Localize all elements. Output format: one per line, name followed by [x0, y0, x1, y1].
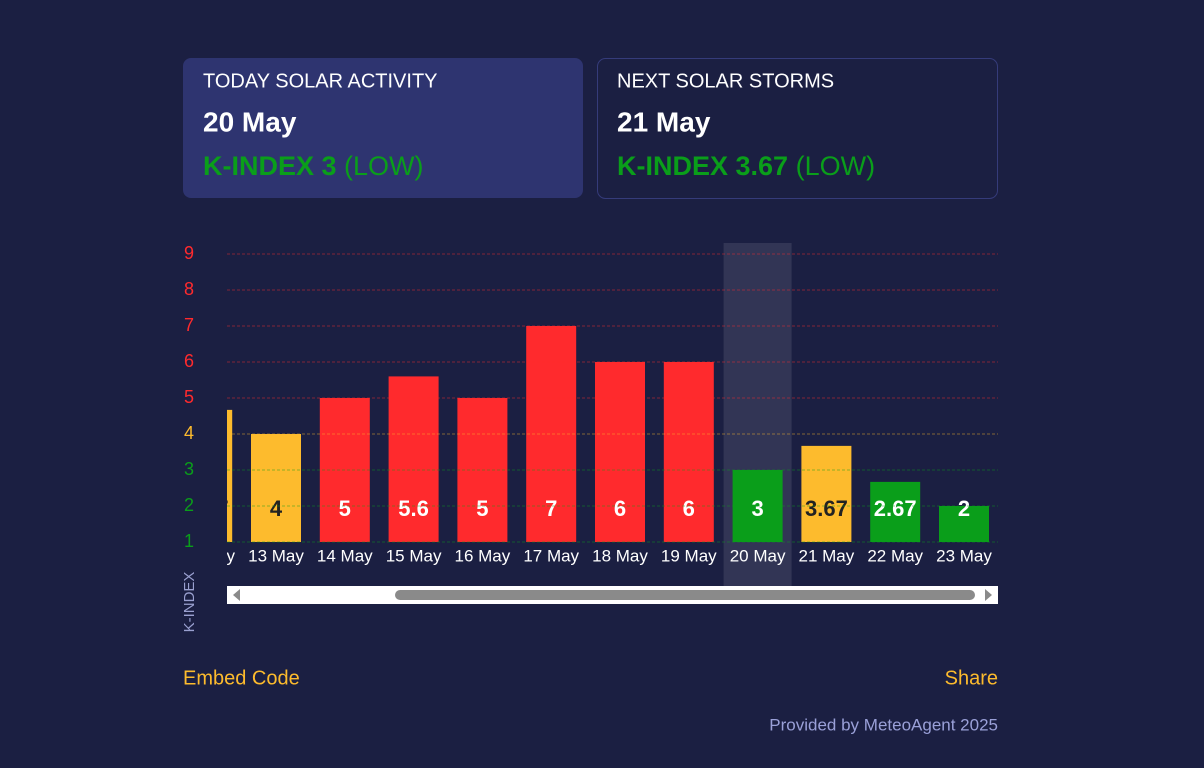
kindex-level: (LOW): [344, 151, 423, 181]
x-tick-label: 16 May: [455, 546, 511, 565]
value-label: 2: [958, 496, 970, 521]
today-card: [183, 58, 583, 198]
plot: 4.67 12 May 4 13 May 5 14 May 5.6 15 May 5 16 May…: [179, 243, 992, 586]
y-tick-label: 2: [184, 495, 194, 515]
scroll-right[interactable]: [985, 589, 992, 601]
x-tick-label: 19 May: [661, 546, 717, 565]
bar: [388, 376, 439, 542]
bar: [801, 445, 852, 542]
bar: [939, 506, 989, 542]
x-tick-label: 14 May: [317, 546, 373, 565]
bar: [319, 398, 370, 542]
x-tick-label: 18 May: [592, 546, 648, 565]
value-label: 3: [751, 496, 763, 521]
card-kindex: K-INDEX 3.67 (LOW): [617, 151, 875, 181]
kindex-level: (LOW): [796, 151, 875, 181]
value-label: 3.67: [805, 496, 848, 521]
card-kindex: K-INDEX 3 (LOW): [203, 151, 424, 181]
bar: [732, 470, 783, 542]
x-tick-label: 12 May: [179, 546, 235, 565]
value-label: 4: [270, 496, 283, 521]
y-tick-label: 3: [184, 459, 194, 479]
card-label: TODAY SOLAR ACTIVITY: [203, 70, 438, 92]
bar: [595, 362, 645, 542]
y-tick-label: 9: [184, 243, 194, 263]
y-tick-label: 4: [184, 423, 194, 443]
x-tick-label: 15 May: [386, 546, 442, 565]
x-tick-label: 21 May: [799, 546, 855, 565]
scroll-thumb[interactable]: [395, 590, 975, 600]
kindex-value: K-INDEX 3.67: [617, 151, 788, 181]
x-tick-label: 17 May: [523, 546, 579, 565]
card-date: 20 May: [203, 106, 297, 137]
y-tick-label: 5: [184, 387, 194, 407]
value-label: 7: [545, 496, 557, 521]
y-axis-label: K-INDEX: [181, 572, 198, 633]
x-tick-label: 13 May: [248, 546, 304, 565]
embed-link[interactable]: Embed Code: [183, 667, 300, 689]
kindex-value: K-INDEX 3: [203, 151, 337, 181]
value-label: 5: [339, 496, 351, 521]
bar: [227, 409, 233, 542]
x-tick-label: 20 May: [730, 546, 786, 565]
bar: [870, 481, 921, 542]
next-card: [597, 58, 998, 199]
bar: [663, 362, 714, 542]
share-link[interactable]: Share: [945, 667, 998, 689]
x-tick-label: 22 May: [867, 546, 923, 565]
bar: [457, 398, 508, 542]
bar: [526, 326, 577, 542]
value-label: 4.67: [186, 496, 229, 521]
value-label: 2.67: [874, 496, 917, 521]
y-tick-label: 8: [184, 279, 194, 299]
value-label: 6: [683, 496, 695, 521]
y-tick-label: 6: [184, 351, 194, 371]
value-label: 5.6: [398, 496, 429, 521]
x-tick-label: 23 May: [936, 546, 992, 565]
scroll-left[interactable]: [233, 589, 240, 601]
credit: Provided by MeteoAgent 2025: [769, 715, 998, 734]
y-tick-label: 7: [184, 315, 194, 335]
bar: [251, 434, 301, 542]
y-tick-label: 1: [184, 531, 194, 551]
value-label: 5: [476, 496, 488, 521]
value-label: 6: [614, 496, 626, 521]
card-date: 21 May: [617, 106, 711, 137]
card-label: NEXT SOLAR STORMS: [617, 70, 834, 92]
